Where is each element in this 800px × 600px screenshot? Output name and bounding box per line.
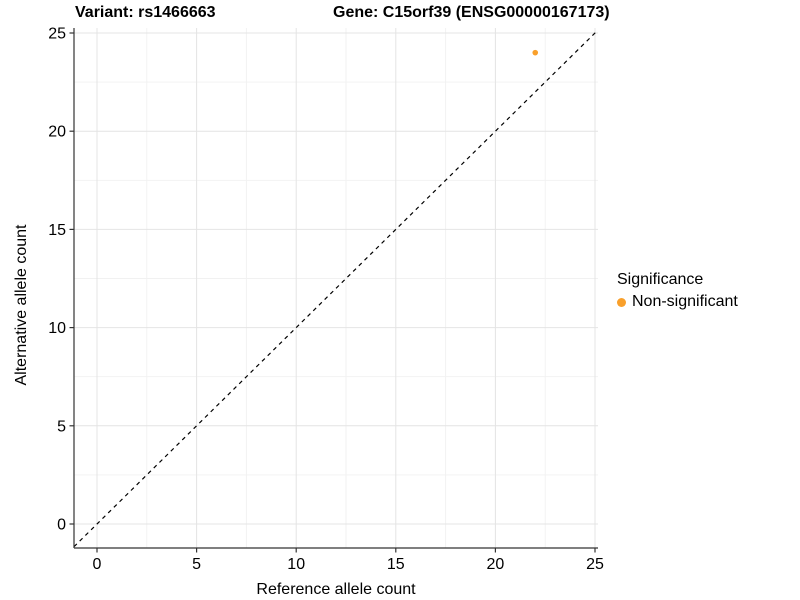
y-axis-title: Alternative allele count xyxy=(13,224,30,386)
legend-item-label: Non-significant xyxy=(632,293,738,310)
minor-gridlines xyxy=(74,28,598,548)
data-point xyxy=(532,49,539,56)
plot-title-gene: Gene: C15orf39 (ENSG00000167173) xyxy=(333,4,610,21)
svg-text:10: 10 xyxy=(287,556,305,573)
axis-ticks xyxy=(69,32,596,553)
major-gridlines xyxy=(74,28,598,548)
svg-text:10: 10 xyxy=(48,320,66,337)
svg-text:0: 0 xyxy=(57,517,66,534)
x-axis-title: Reference allele count xyxy=(256,581,416,598)
y-tick-labels: 0 5 10 15 20 25 xyxy=(48,26,66,534)
identity-reference-line xyxy=(73,29,599,548)
svg-text:25: 25 xyxy=(48,26,66,43)
data-points xyxy=(532,49,539,56)
plot-title-variant: Variant: rs1466663 xyxy=(75,4,216,21)
svg-text:25: 25 xyxy=(586,556,604,573)
legend-item-non-significant: Non-significant xyxy=(617,293,738,311)
svg-text:5: 5 xyxy=(192,556,201,573)
svg-text:15: 15 xyxy=(48,222,66,239)
legend: Significance Non-significant xyxy=(617,271,738,311)
svg-text:5: 5 xyxy=(57,418,66,435)
svg-text:15: 15 xyxy=(387,556,405,573)
legend-point-icon xyxy=(617,297,626,307)
svg-text:0: 0 xyxy=(93,556,102,573)
x-tick-labels: 0 5 10 15 20 25 xyxy=(93,556,604,573)
svg-text:20: 20 xyxy=(48,124,66,141)
legend-title: Significance xyxy=(617,271,704,288)
svg-text:20: 20 xyxy=(487,556,505,573)
